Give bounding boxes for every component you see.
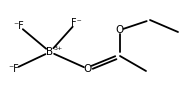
Text: ⁻F: ⁻F	[14, 21, 24, 31]
Text: ⁻F: ⁻F	[9, 64, 19, 74]
Text: O: O	[84, 64, 92, 74]
Text: F⁻: F⁻	[71, 18, 81, 28]
Text: 3+: 3+	[54, 46, 63, 52]
Text: B: B	[46, 47, 54, 57]
Text: O: O	[116, 25, 124, 35]
